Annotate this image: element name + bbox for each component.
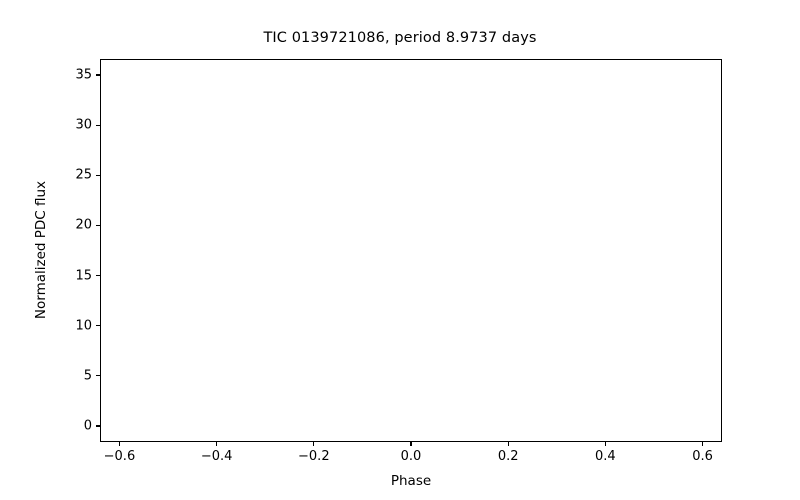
x-tick-mark — [604, 442, 606, 446]
y-tick-mark — [96, 325, 100, 327]
plot-axes-area — [100, 59, 722, 442]
y-axis-label: Normalized PDC flux — [33, 180, 49, 320]
x-tick-mark — [216, 442, 218, 446]
y-tick-mark — [96, 425, 100, 427]
y-tick-label: 0 — [83, 418, 92, 434]
x-tick-label: 0.6 — [692, 449, 713, 464]
x-tick-label: 0.2 — [497, 449, 519, 464]
x-tick-mark — [702, 442, 704, 446]
y-tick-mark — [96, 174, 100, 176]
y-tick-mark — [96, 124, 100, 126]
x-tick-label: −0.4 — [200, 449, 233, 464]
x-tick-mark — [118, 442, 120, 446]
x-tick-label: 0.0 — [400, 449, 422, 464]
y-tick-label: 25 — [75, 167, 92, 183]
x-tick-label: −0.2 — [298, 449, 330, 464]
y-tick-label: 5 — [83, 368, 92, 384]
y-tick-label: 20 — [75, 217, 92, 233]
y-tick-mark — [96, 275, 100, 277]
x-axis-label: Phase — [390, 473, 432, 489]
x-tick-label: 0.4 — [595, 449, 616, 464]
y-tick-label: 15 — [75, 268, 92, 284]
y-tick-mark — [96, 224, 100, 226]
x-tick-mark — [507, 442, 509, 446]
y-tick-mark — [96, 74, 100, 76]
x-tick-mark — [410, 442, 412, 446]
y-tick-label: 35 — [75, 67, 92, 83]
x-tick-label: −0.6 — [103, 449, 136, 464]
axes-frame-border — [100, 59, 722, 442]
y-tick-label: 10 — [75, 318, 92, 334]
y-tick-label: 30 — [75, 117, 92, 133]
page-title: TIC 0139721086, period 8.9737 days — [263, 30, 537, 46]
x-tick-mark — [313, 442, 315, 446]
y-tick-mark — [96, 375, 100, 377]
